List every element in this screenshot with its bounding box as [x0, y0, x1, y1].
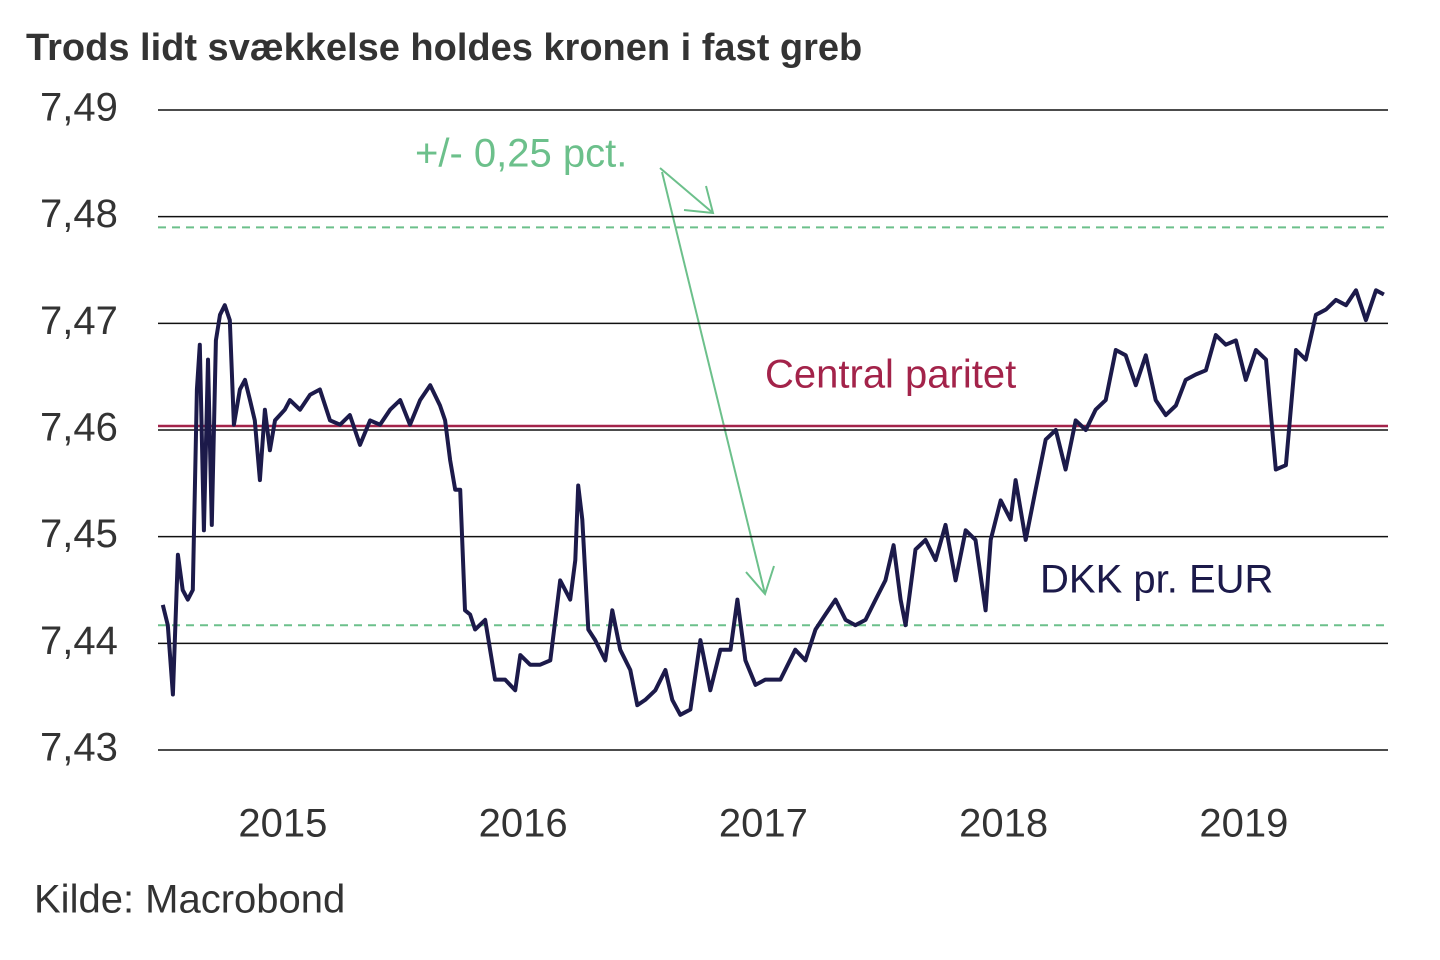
y-tick-label: 7,44: [40, 619, 118, 663]
band-annotation: +/- 0,25 pct.: [415, 132, 627, 176]
y-tick-label: 7,49: [40, 86, 118, 130]
series-line: [160, 288, 1385, 717]
y-tick-label: 7,48: [40, 192, 118, 236]
x-tick-label: 2016: [479, 802, 568, 846]
series-label: DKK pr. EUR: [1040, 558, 1273, 602]
source: Kilde: Macrobond: [34, 878, 345, 922]
annotation-arrows: [659, 167, 775, 597]
x-tick-label: 2018: [959, 802, 1048, 846]
y-tick-label: 7,45: [40, 512, 118, 556]
x-tick-label: 2017: [719, 802, 808, 846]
parity-annotation: Central paritet: [765, 353, 1016, 397]
y-tick-label: 7,46: [40, 406, 118, 450]
y-tick-label: 7,47: [40, 299, 118, 343]
chart-title: Trods lidt svækkelse holdes kronen i fas…: [26, 27, 862, 69]
x-tick-label: 2015: [238, 802, 327, 846]
x-tick-label: 2019: [1199, 802, 1288, 846]
y-tick-label: 7,43: [40, 726, 118, 770]
